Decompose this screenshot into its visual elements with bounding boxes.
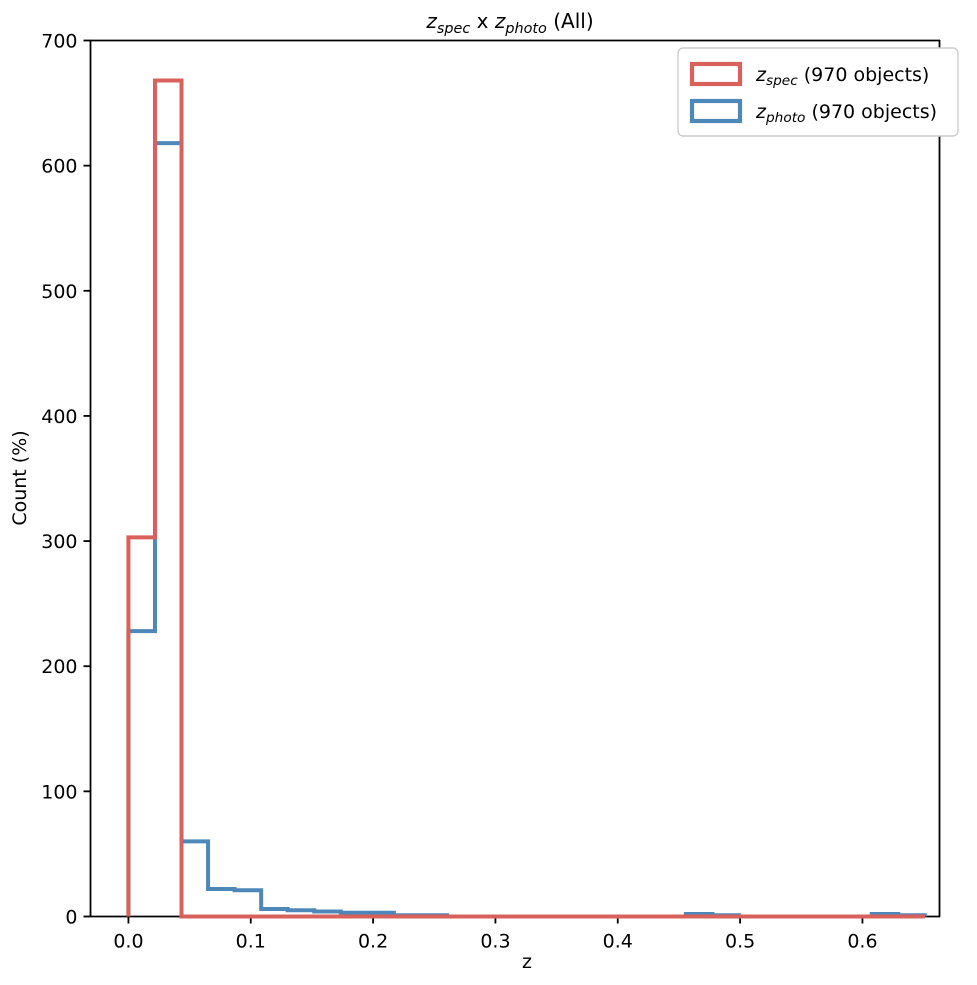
chart-title: zspec x zphoto (All) <box>425 9 593 37</box>
x-tick-label: 0.2 <box>358 931 388 953</box>
histogram-outline-z-spec <box>126 78 925 919</box>
x-tick-label: 0.1 <box>236 931 266 953</box>
y-axis-title-text: Count (%) <box>9 430 31 525</box>
title-z-photo-subscript: photo <box>504 21 547 37</box>
legend-box <box>677 47 959 137</box>
title-z-spec-symbol: z <box>425 9 437 33</box>
legend-label-z-photo: zphoto (970 objects) <box>755 101 937 126</box>
legend-entry-z-photo[interactable]: zphoto (970 objects) <box>689 98 937 126</box>
y-tick-label: 500 <box>41 281 77 303</box>
chart-title-text: zspec x zphoto (All) <box>425 9 593 37</box>
title-z-spec-subscript: spec <box>437 21 470 37</box>
y-axis-ticks: 0 100 200 300 400 500 600 700 <box>41 31 91 929</box>
x-axis-ticks: 0.0 0.1 0.2 0.3 0.4 0.5 0.6 <box>113 916 878 953</box>
y-tick-label: 200 <box>41 656 77 678</box>
y-tick-label: 600 <box>41 156 77 178</box>
x-tick-label: 0.4 <box>603 931 633 953</box>
x-tick-label: 0.3 <box>480 931 510 953</box>
title-separator: x <box>470 9 495 33</box>
x-tick-label: 0.0 <box>113 931 143 953</box>
legend-swatch-z-spec <box>689 61 743 87</box>
legend[interactable]: zspec (970 objects) zphoto (970 objects) <box>677 47 959 137</box>
y-tick-label: 100 <box>41 781 77 803</box>
histogram-series-group <box>126 78 927 919</box>
x-tick-label: 0.6 <box>847 931 877 953</box>
legend-label-z-spec: zspec (970 objects) <box>755 64 929 89</box>
y-tick-label: 0 <box>65 907 77 929</box>
y-axis-title: Count (%) <box>9 430 31 525</box>
y-tick-label: 300 <box>41 531 77 553</box>
title-z-photo-symbol: z <box>494 9 506 33</box>
x-tick-label: 0.5 <box>725 931 755 953</box>
legend-swatch-z-photo <box>689 98 743 124</box>
title-suffix: (All) <box>547 9 594 33</box>
y-tick-label: 700 <box>41 31 77 53</box>
legend-entry-z-spec[interactable]: zspec (970 objects) <box>689 61 929 89</box>
x-axis-title-text: z <box>522 951 532 973</box>
y-tick-label: 400 <box>41 406 77 428</box>
plot-area-background <box>90 40 940 917</box>
